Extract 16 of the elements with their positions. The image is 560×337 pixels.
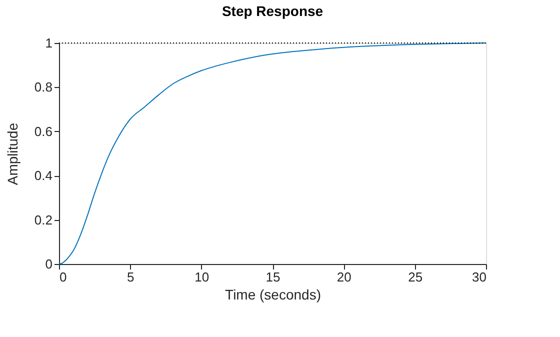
x-tick-label: 30	[472, 270, 486, 284]
y-tick-label: 0.8	[34, 80, 52, 95]
y-tick-label: 0	[45, 256, 52, 272]
x-tick-label: 0	[60, 270, 67, 284]
y-tick-label: 1	[45, 36, 52, 50]
x-tick-label: 25	[408, 270, 423, 284]
chart-title: Step Response	[222, 3, 324, 19]
x-tick-label: 15	[266, 270, 280, 284]
x-tick-label: 5	[127, 270, 134, 284]
x-axis-title: Time (seconds)	[225, 286, 321, 302]
x-tick-label: 10	[194, 270, 210, 284]
y-axis-title: Amplitude	[4, 122, 20, 186]
y-tick-label: 0.4	[34, 168, 52, 184]
y-tick-label: 0.2	[34, 212, 52, 228]
x-tick-label: 20	[336, 270, 352, 284]
y-tick-label: 0.6	[34, 124, 52, 139]
